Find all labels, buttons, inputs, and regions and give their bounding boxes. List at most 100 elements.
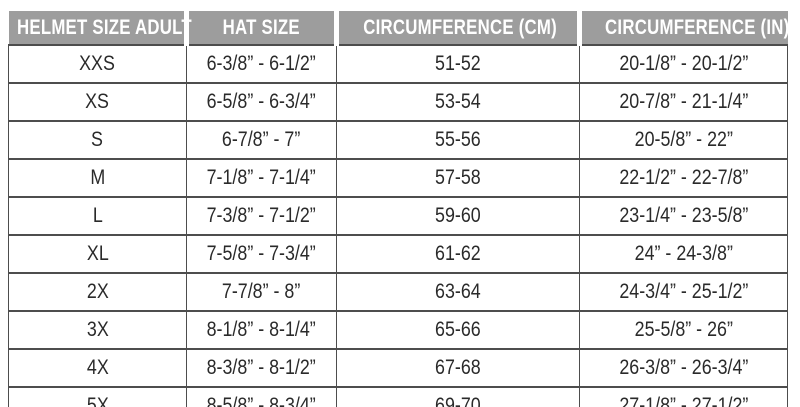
col-header-helmet-size: HELMET SIZE ADULT [8, 11, 191, 45]
cell-hat-size: 8-3/8” - 8-1/2” [186, 348, 337, 388]
cell-circumference-in: 25-5/8” - 26” [579, 310, 788, 350]
cell-circumference-in: 23-1/4” - 23-5/8” [579, 196, 788, 236]
cell-circumference-cm: 65-66 [336, 310, 580, 350]
hat-size-value: 7-3/8” - 7-1/2” [206, 204, 317, 227]
helmet-size-value: L [92, 204, 103, 227]
helmet-size-value: 5X [86, 394, 109, 407]
cell-helmet-size: 2X [8, 272, 187, 312]
circumference-in-value: 23-1/4” - 23-5/8” [619, 204, 748, 227]
circumference-in-value: 20-1/8” - 20-1/2” [619, 52, 748, 75]
col-header-circumference-in-label: CIRCUMFERENCE (IN) [605, 15, 790, 39]
cell-circumference-cm: 55-56 [336, 120, 580, 160]
circumference-in-value: 24-3/4” - 25-1/2” [619, 280, 748, 303]
cell-helmet-size: S [8, 120, 187, 160]
helmet-size-value: XS [85, 90, 110, 113]
col-header-circumference-in: CIRCUMFERENCE (IN) [579, 11, 790, 45]
cell-circumference-in: 22-1/2” - 22-7/8” [579, 158, 788, 198]
cell-hat-size: 6-7/8” - 7” [186, 120, 337, 160]
helmet-size-value: S [91, 128, 104, 151]
cell-helmet-size: 4X [8, 348, 187, 388]
circumference-in-value: 22-1/2” - 22-7/8” [619, 166, 748, 189]
table-row-4x: 4X 8-3/8” - 8-1/2” 67-68 26-3/8” - 26-3/… [8, 348, 788, 388]
cell-circumference-in: 20-5/8” - 22” [579, 120, 788, 160]
helmet-size-value: XL [86, 242, 109, 265]
table-row-xxs: XXS 6-3/8” - 6-1/2” 51-52 20-1/8” - 20-1… [8, 44, 788, 84]
hat-size-value: 8-3/8” - 8-1/2” [206, 356, 317, 379]
cell-circumference-in: 20-7/8” - 21-1/4” [579, 82, 788, 122]
circumference-in-value: 27-1/8” - 27-1/2” [619, 394, 748, 407]
table-row-s: S 6-7/8” - 7” 55-56 20-5/8” - 22” [8, 120, 788, 160]
circumference-in-value: 24” - 24-3/8” [634, 242, 733, 265]
cell-circumference-cm: 59-60 [336, 196, 580, 236]
circumference-cm-value: 67-68 [435, 356, 481, 379]
cell-circumference-in: 27-1/8” - 27-1/2” [579, 386, 788, 407]
table-row-m: M 7-1/8” - 7-1/4” 57-58 22-1/2” - 22-7/8… [8, 158, 788, 198]
cell-circumference-cm: 51-52 [336, 44, 580, 84]
col-header-hat-size-label: HAT SIZE [222, 15, 301, 39]
helmet-size-value: 2X [86, 280, 109, 303]
cell-circumference-cm: 69-70 [336, 386, 580, 407]
table-row-xs: XS 6-5/8” - 6-3/4” 53-54 20-7/8” - 21-1/… [8, 82, 788, 122]
circumference-cm-value: 59-60 [435, 204, 481, 227]
col-header-circumference-cm: CIRCUMFERENCE (CM) [336, 11, 582, 45]
hat-size-value: 6-7/8” - 7” [222, 128, 301, 151]
cell-hat-size: 7-5/8” - 7-3/4” [186, 234, 337, 274]
cell-helmet-size: M [8, 158, 187, 198]
cell-hat-size: 6-3/8” - 6-1/2” [186, 44, 337, 84]
hat-size-value: 6-5/8” - 6-3/4” [206, 90, 317, 113]
table-row-2x: 2X 7-7/8” - 8” 63-64 24-3/4” - 25-1/2” [8, 272, 788, 312]
circumference-cm-value: 55-56 [435, 128, 481, 151]
cell-circumference-cm: 67-68 [336, 348, 580, 388]
hat-size-value: 8-1/8” - 8-1/4” [206, 318, 317, 341]
cell-helmet-size: XXS [8, 44, 187, 84]
hat-size-value: 8-5/8” - 8-3/4” [206, 394, 317, 407]
hat-size-value: 6-3/8” - 6-1/2” [206, 52, 317, 75]
helmet-size-value: XXS [79, 52, 116, 75]
col-header-helmet-size-label: HELMET SIZE ADULT [16, 15, 192, 39]
cell-helmet-size: XS [8, 82, 187, 122]
table-row-3x: 3X 8-1/8” - 8-1/4” 65-66 25-5/8” - 26” [8, 310, 788, 350]
header-row: HELMET SIZE ADULT HAT SIZE CIRCUMFERENCE… [8, 11, 790, 45]
cell-helmet-size: 3X [8, 310, 187, 350]
circumference-in-value: 20-7/8” - 21-1/4” [619, 90, 748, 113]
cell-circumference-in: 24-3/4” - 25-1/2” [579, 272, 788, 312]
cell-hat-size: 7-1/8” - 7-1/4” [186, 158, 337, 198]
col-header-circumference-cm-label: CIRCUMFERENCE (CM) [363, 15, 557, 39]
cell-hat-size: 6-5/8” - 6-3/4” [186, 82, 337, 122]
circumference-cm-value: 53-54 [435, 90, 481, 113]
cell-hat-size: 7-7/8” - 8” [186, 272, 337, 312]
cell-helmet-size: 5X [8, 386, 187, 407]
circumference-cm-value: 65-66 [435, 318, 481, 341]
circumference-in-value: 20-5/8” - 22” [634, 128, 733, 151]
cell-circumference-cm: 63-64 [336, 272, 580, 312]
cell-circumference-in: 24” - 24-3/8” [579, 234, 788, 274]
helmet-size-value: 4X [86, 356, 109, 379]
circumference-cm-value: 61-62 [435, 242, 481, 265]
table-row-xl: XL 7-5/8” - 7-3/4” 61-62 24” - 24-3/8” [8, 234, 788, 274]
table-row-5x: 5X 8-5/8” - 8-3/4” 69-70 27-1/8” - 27-1/… [8, 386, 788, 407]
cell-helmet-size: XL [8, 234, 187, 274]
cell-circumference-cm: 53-54 [336, 82, 580, 122]
cell-hat-size: 8-1/8” - 8-1/4” [186, 310, 337, 350]
circumference-cm-value: 69-70 [435, 394, 481, 407]
circumference-cm-value: 51-52 [435, 52, 481, 75]
cell-circumference-in: 20-1/8” - 20-1/2” [579, 44, 788, 84]
hat-size-value: 7-5/8” - 7-3/4” [206, 242, 317, 265]
cell-helmet-size: L [8, 196, 187, 236]
helmet-size-value: M [90, 166, 105, 189]
circumference-cm-value: 63-64 [435, 280, 481, 303]
table-row-l: L 7-3/8” - 7-1/2” 59-60 23-1/4” - 23-5/8… [8, 196, 788, 236]
cell-hat-size: 7-3/8” - 7-1/2” [186, 196, 337, 236]
cell-circumference-in: 26-3/8” - 26-3/4” [579, 348, 788, 388]
circumference-in-value: 25-5/8” - 26” [634, 318, 733, 341]
cell-circumference-cm: 61-62 [336, 234, 580, 274]
cell-hat-size: 8-5/8” - 8-3/4” [186, 386, 337, 407]
col-header-hat-size: HAT SIZE [186, 11, 339, 45]
cell-circumference-cm: 57-58 [336, 158, 580, 198]
circumference-cm-value: 57-58 [435, 166, 481, 189]
circumference-in-value: 26-3/8” - 26-3/4” [619, 356, 748, 379]
helmet-size-value: 3X [86, 318, 109, 341]
hat-size-value: 7-7/8” - 8” [222, 280, 301, 303]
helmet-size-table: HELMET SIZE ADULT HAT SIZE CIRCUMFERENCE… [8, 11, 790, 407]
